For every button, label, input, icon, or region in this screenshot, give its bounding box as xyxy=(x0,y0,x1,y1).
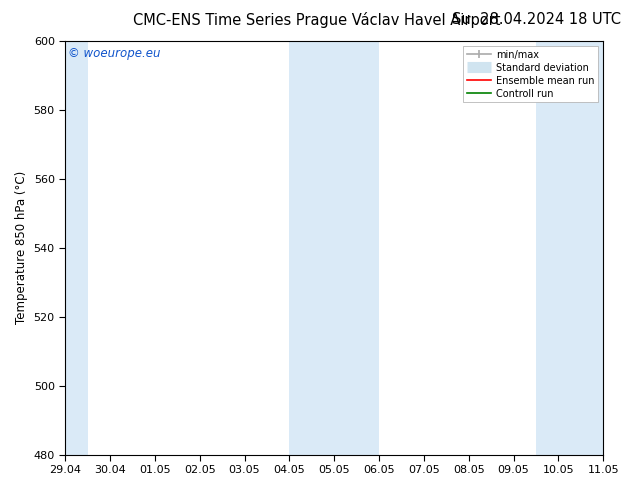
Bar xyxy=(536,41,603,455)
Text: © woeurope.eu: © woeurope.eu xyxy=(68,47,160,60)
Text: Su. 28.04.2024 18 UTC: Su. 28.04.2024 18 UTC xyxy=(452,12,621,27)
Bar xyxy=(65,41,87,455)
Text: CMC-ENS Time Series Prague Václav Havel Airport: CMC-ENS Time Series Prague Václav Havel … xyxy=(133,12,501,28)
Bar xyxy=(289,41,379,455)
Legend: min/max, Standard deviation, Ensemble mean run, Controll run: min/max, Standard deviation, Ensemble me… xyxy=(463,46,598,102)
Y-axis label: Temperature 850 hPa (°C): Temperature 850 hPa (°C) xyxy=(15,171,28,324)
